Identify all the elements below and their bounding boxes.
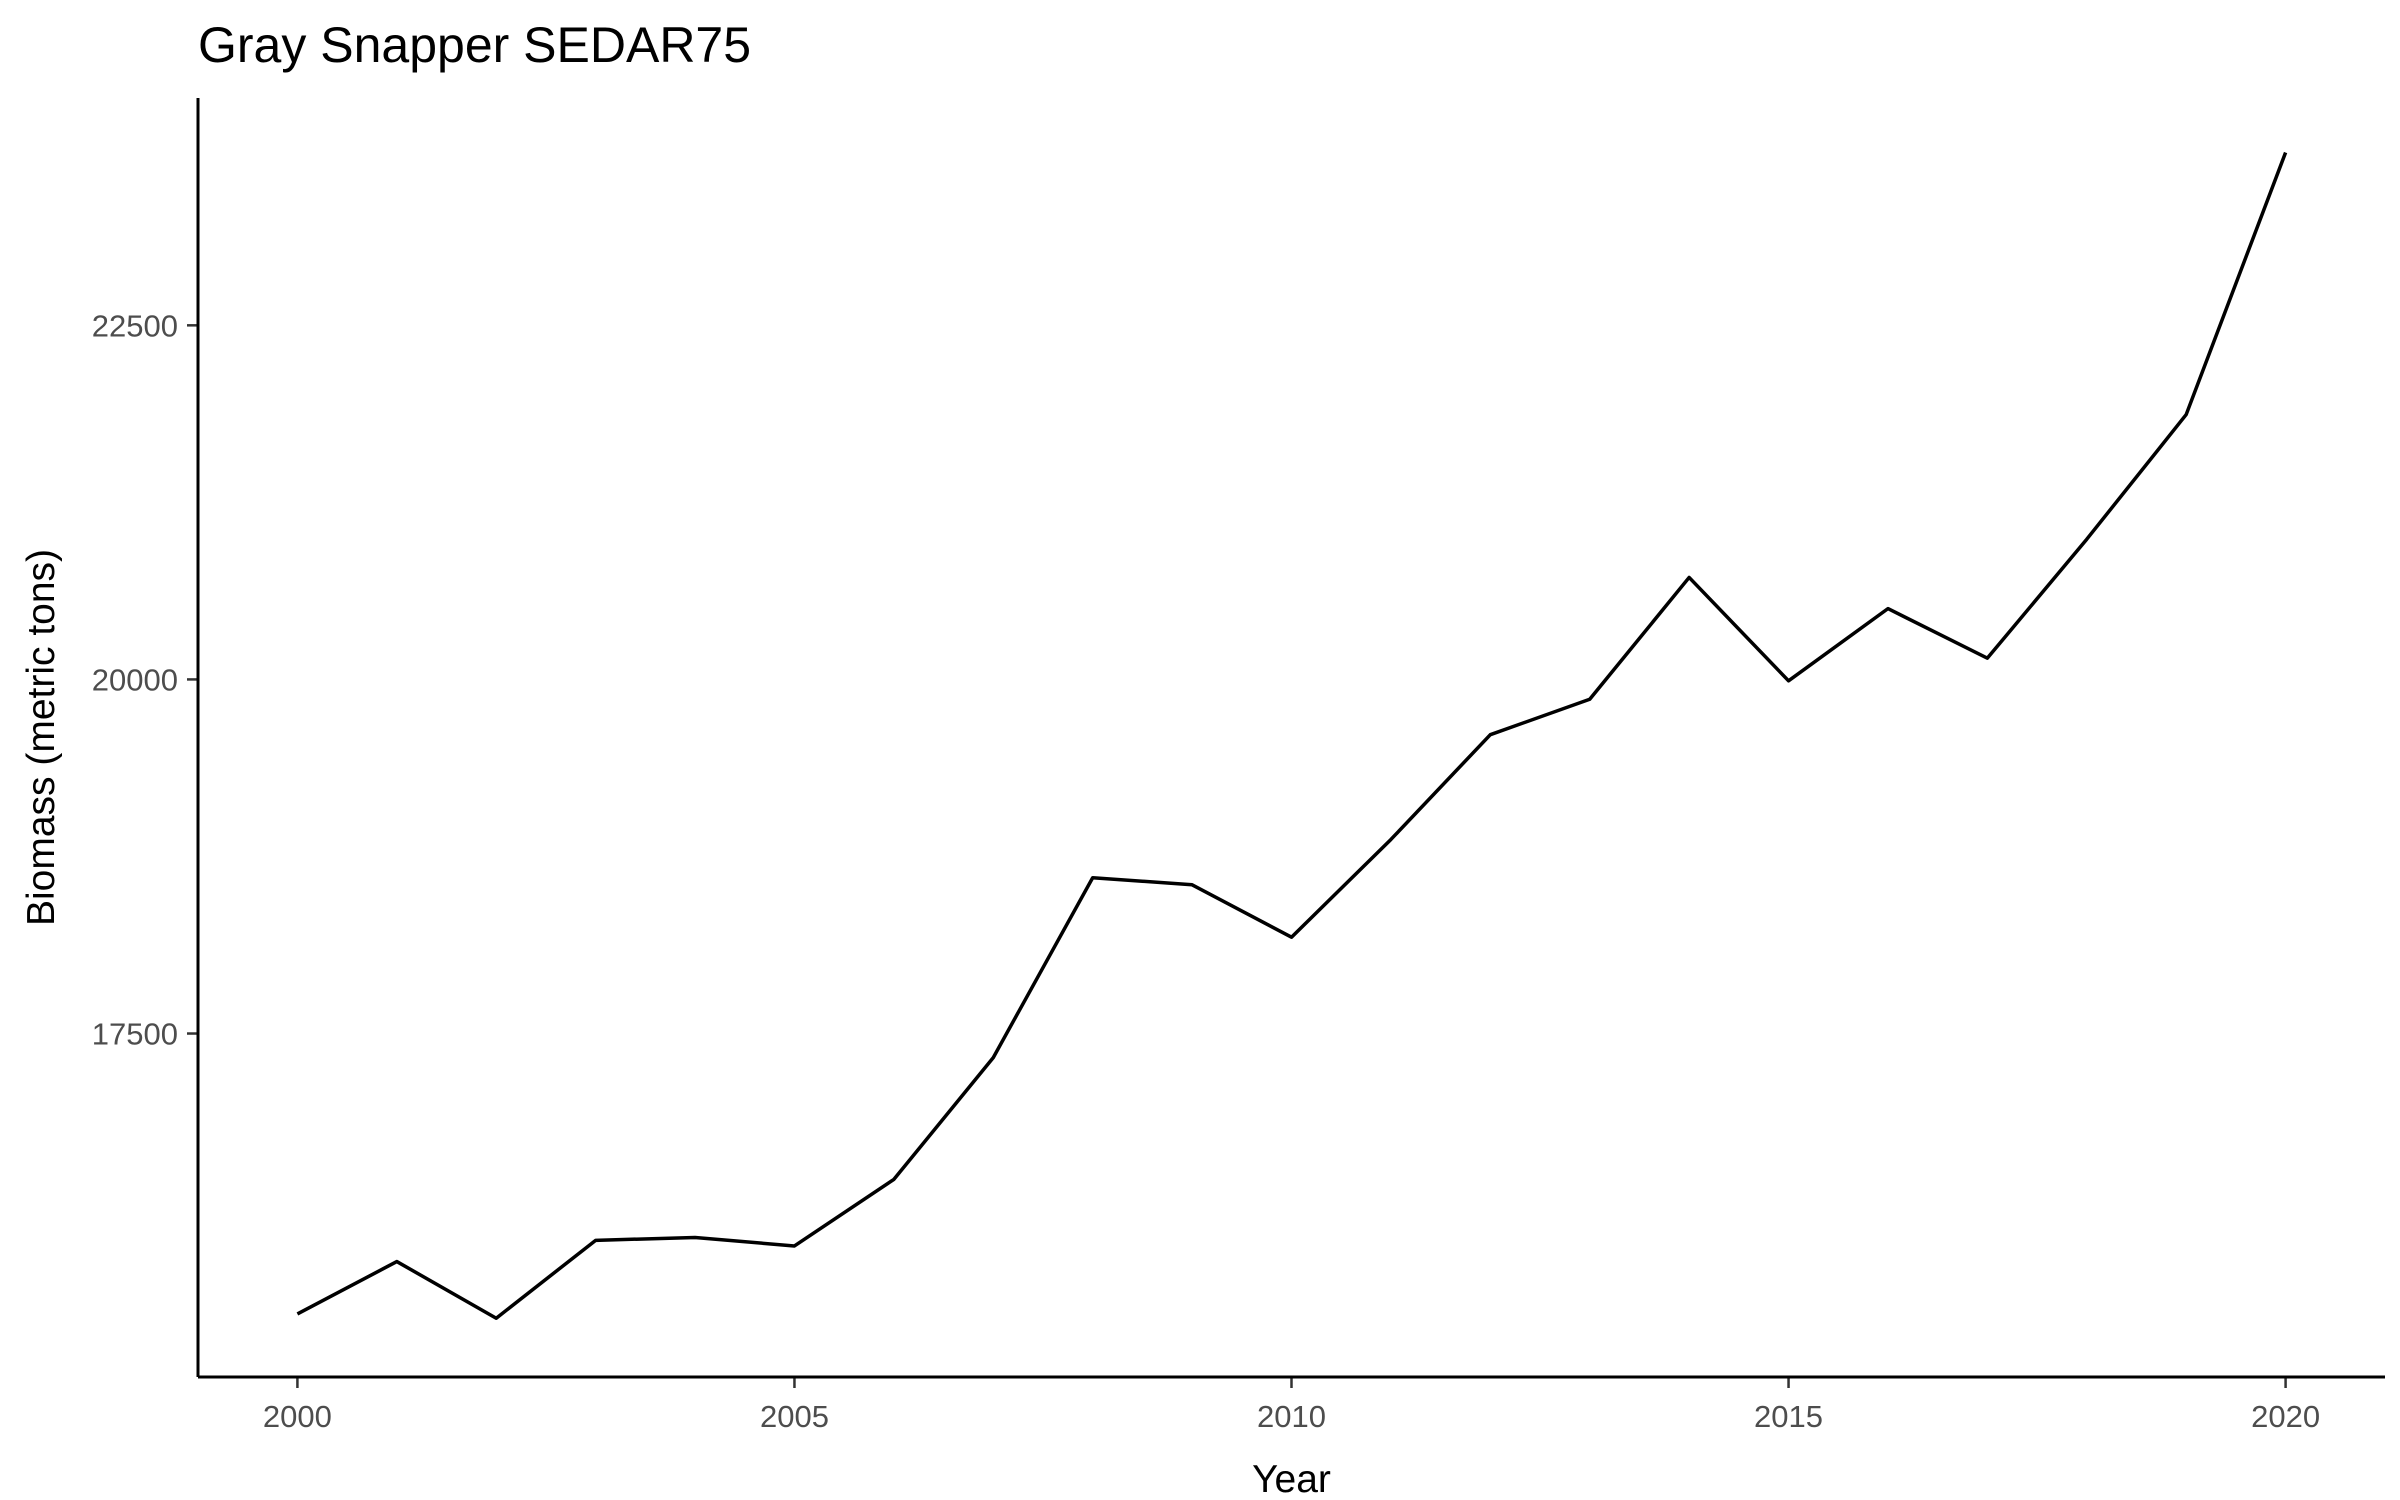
y-tick-label: 20000: [92, 662, 178, 697]
x-tick-label: 2000: [263, 1399, 332, 1434]
x-axis-label: Year: [1252, 1458, 1331, 1500]
x-tick-label: 2020: [2251, 1399, 2320, 1434]
y-tick-label: 17500: [92, 1017, 178, 1052]
tick-layer: 2000 2005 2010 2015 2020 17500 20000 22500: [92, 308, 2320, 1434]
series-line: [296, 151, 2288, 1320]
y-tick-label: 22500: [92, 308, 178, 343]
x-tick-label: 2010: [1257, 1399, 1326, 1434]
x-tick-label: 2005: [760, 1399, 829, 1434]
chart-title: Gray Snapper SEDAR75: [198, 17, 751, 73]
x-tick-label: 2015: [1754, 1399, 1823, 1434]
y-axis-label: Biomass (metric tons): [20, 549, 63, 926]
